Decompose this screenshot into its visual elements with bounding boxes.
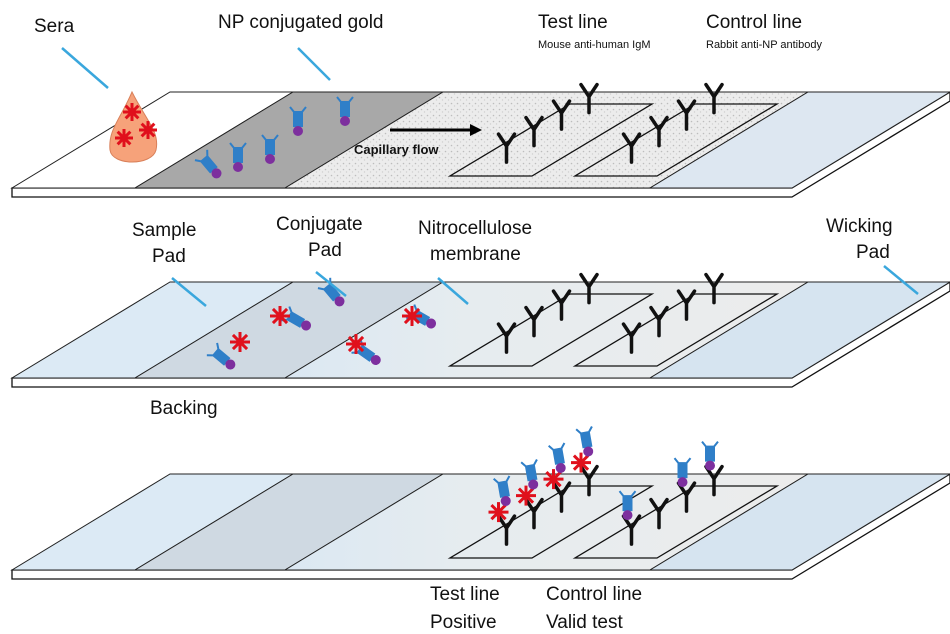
label: Control line bbox=[546, 584, 642, 605]
label: Nitrocellulose bbox=[418, 218, 532, 239]
label: Backing bbox=[150, 398, 218, 419]
label: Valid test bbox=[546, 612, 623, 633]
flow-label: Capillary flow bbox=[354, 142, 439, 157]
strips bbox=[12, 92, 950, 579]
gold-particle bbox=[293, 126, 303, 136]
diagram: Sera NP conjugated gold Test line Mouse … bbox=[0, 0, 950, 634]
leader bbox=[298, 48, 330, 80]
page: Sera NP conjugated gold Test line Mouse … bbox=[0, 0, 950, 634]
label: Test line bbox=[538, 12, 608, 33]
gold-particle bbox=[705, 461, 715, 471]
label: Test line bbox=[430, 584, 500, 605]
gold-particle bbox=[233, 162, 243, 172]
label: Sample bbox=[132, 220, 196, 241]
label: Wicking bbox=[826, 216, 893, 237]
label: Positive bbox=[430, 612, 497, 633]
sublabel: Rabbit anti-NP antibody bbox=[706, 39, 822, 51]
label: Sera bbox=[34, 16, 75, 37]
gold-particle bbox=[623, 510, 633, 520]
conjugate-body bbox=[549, 443, 568, 464]
label: Conjugate bbox=[276, 214, 363, 235]
label: membrane bbox=[430, 244, 521, 265]
conjugate-body bbox=[702, 442, 718, 461]
conjugate-body bbox=[576, 426, 595, 447]
label: Pad bbox=[152, 246, 186, 267]
label: Control line bbox=[706, 12, 802, 33]
gold-conjugate bbox=[576, 426, 597, 457]
gold-particle bbox=[265, 154, 275, 164]
label: Pad bbox=[856, 242, 890, 263]
leader bbox=[62, 48, 108, 88]
label: Pad bbox=[308, 240, 342, 261]
sublabel: Mouse anti-human IgM bbox=[538, 39, 651, 51]
gold-particle bbox=[678, 477, 688, 487]
gold-particle bbox=[340, 116, 350, 126]
label: NP conjugated gold bbox=[218, 12, 384, 33]
gold-conjugate bbox=[549, 443, 570, 474]
